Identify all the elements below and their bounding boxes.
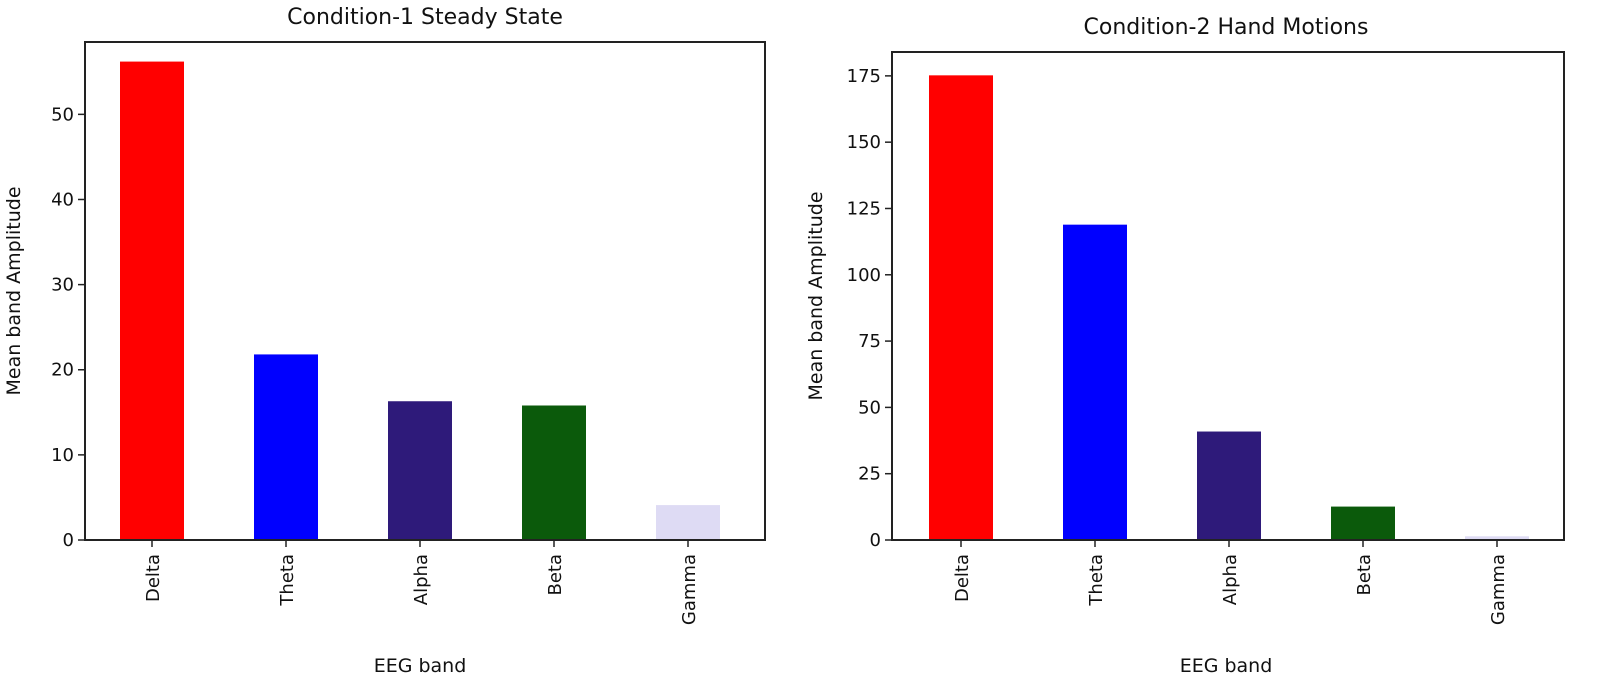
y-tick-label: 150 xyxy=(847,132,881,153)
y-tick-label: 175 xyxy=(847,66,881,87)
chart-title: Condition-1 Steady State xyxy=(287,5,563,30)
bar-gamma xyxy=(656,505,720,540)
chart-title: Condition-2 Hand Motions xyxy=(1084,15,1369,40)
y-axis-label: Mean band Amplitude xyxy=(805,191,827,400)
chart-condition-1: Condition-1 Steady State 0 10 20 30 40 50 Del… xyxy=(3,5,766,677)
y-tick-label: 40 xyxy=(51,189,74,210)
y-tick-label: 25 xyxy=(858,464,881,485)
x-tick-label: Delta xyxy=(952,554,973,602)
y-tick-label: 100 xyxy=(847,265,881,286)
bar-delta xyxy=(929,75,993,541)
bar-beta xyxy=(1331,506,1395,540)
x-tick-label: Theta xyxy=(1086,554,1107,607)
y-tick-label: 50 xyxy=(51,104,74,125)
y-tick-label: 30 xyxy=(51,275,74,296)
y-tick-label: 20 xyxy=(51,360,74,381)
y-tick-label: 0 xyxy=(63,530,74,551)
x-tick-label: Beta xyxy=(1354,554,1375,596)
x-tick-label: Delta xyxy=(143,554,164,602)
chart-condition-2: Condition-2 Hand Motions 0 25 50 75 100 125 15… xyxy=(805,15,1565,677)
bar-theta xyxy=(1063,224,1127,540)
x-tick-label: Alpha xyxy=(411,554,432,605)
bar-delta xyxy=(120,61,184,540)
plot-frame xyxy=(891,51,1565,541)
x-tick-label: Theta xyxy=(277,554,298,607)
y-tick-label: 75 xyxy=(858,331,881,352)
y-tick-label: 10 xyxy=(51,445,74,466)
bar-gamma xyxy=(1465,536,1529,540)
plot-frame xyxy=(84,41,766,541)
y-tick-label: 50 xyxy=(858,397,881,418)
x-tick-label: Alpha xyxy=(1220,554,1241,605)
y-tick-label: 0 xyxy=(870,530,881,551)
x-axis-label: EEG band xyxy=(1180,655,1273,677)
x-tick-label: Gamma xyxy=(1488,554,1509,625)
x-axis-label: EEG band xyxy=(374,655,467,677)
bar-theta xyxy=(254,354,318,540)
y-axis-label: Mean band Amplitude xyxy=(3,186,25,395)
x-tick-label: Gamma xyxy=(679,554,700,625)
bar-alpha xyxy=(388,401,452,540)
bar-alpha xyxy=(1197,431,1261,540)
x-tick-label: Beta xyxy=(545,554,566,596)
bar-beta xyxy=(522,405,586,540)
y-tick-label: 125 xyxy=(847,198,881,219)
